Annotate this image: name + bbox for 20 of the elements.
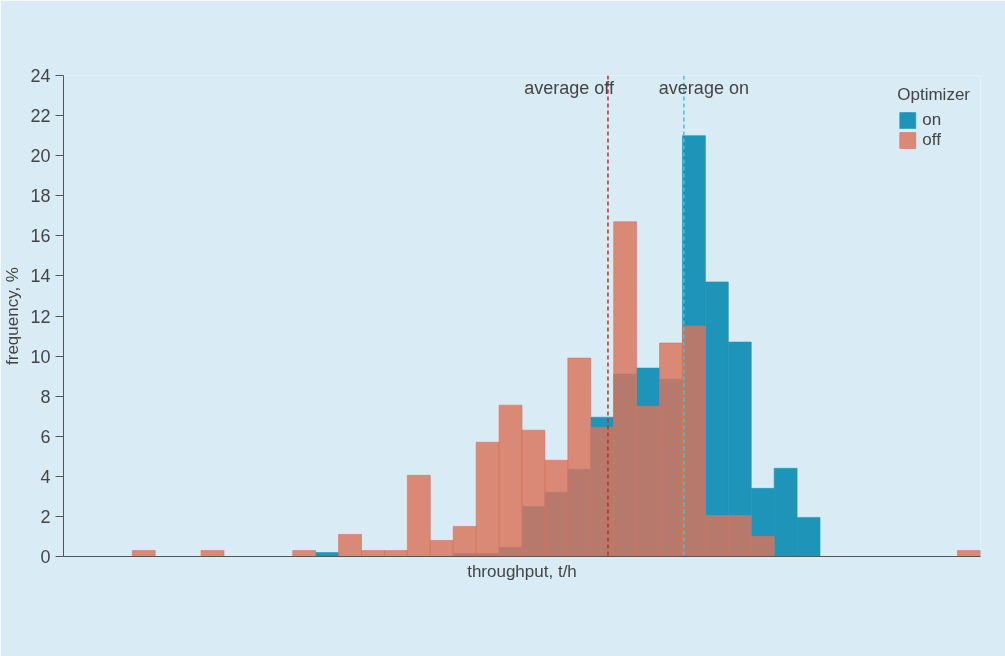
- y-tick-label: 4: [40, 466, 51, 487]
- y-tick-label: 8: [40, 386, 51, 407]
- y-axis-title: frequency, %: [3, 267, 23, 365]
- x-axis-title: throughput, t/h: [467, 561, 577, 581]
- y-tick-label: 20: [30, 146, 51, 167]
- y-tick-label: 14: [30, 266, 51, 287]
- legend-label: off: [922, 130, 942, 150]
- y-tick-label: 16: [30, 226, 51, 247]
- annotation: average on: [658, 77, 749, 98]
- y-tick-label: 22: [30, 106, 51, 127]
- y-tick-label: 6: [40, 426, 51, 447]
- legend-label: on: [922, 110, 943, 130]
- y-tick-label: 18: [30, 186, 51, 207]
- y-tick-label: 0: [40, 547, 51, 567]
- y-tick-label: 12: [30, 306, 51, 327]
- y-tick-label: 10: [30, 346, 51, 367]
- annotation: average off: [524, 77, 615, 98]
- y-tick-label: 24: [30, 66, 51, 86]
- legend-title: Optimizer: [897, 85, 970, 105]
- y-tick-label: 2: [40, 506, 51, 527]
